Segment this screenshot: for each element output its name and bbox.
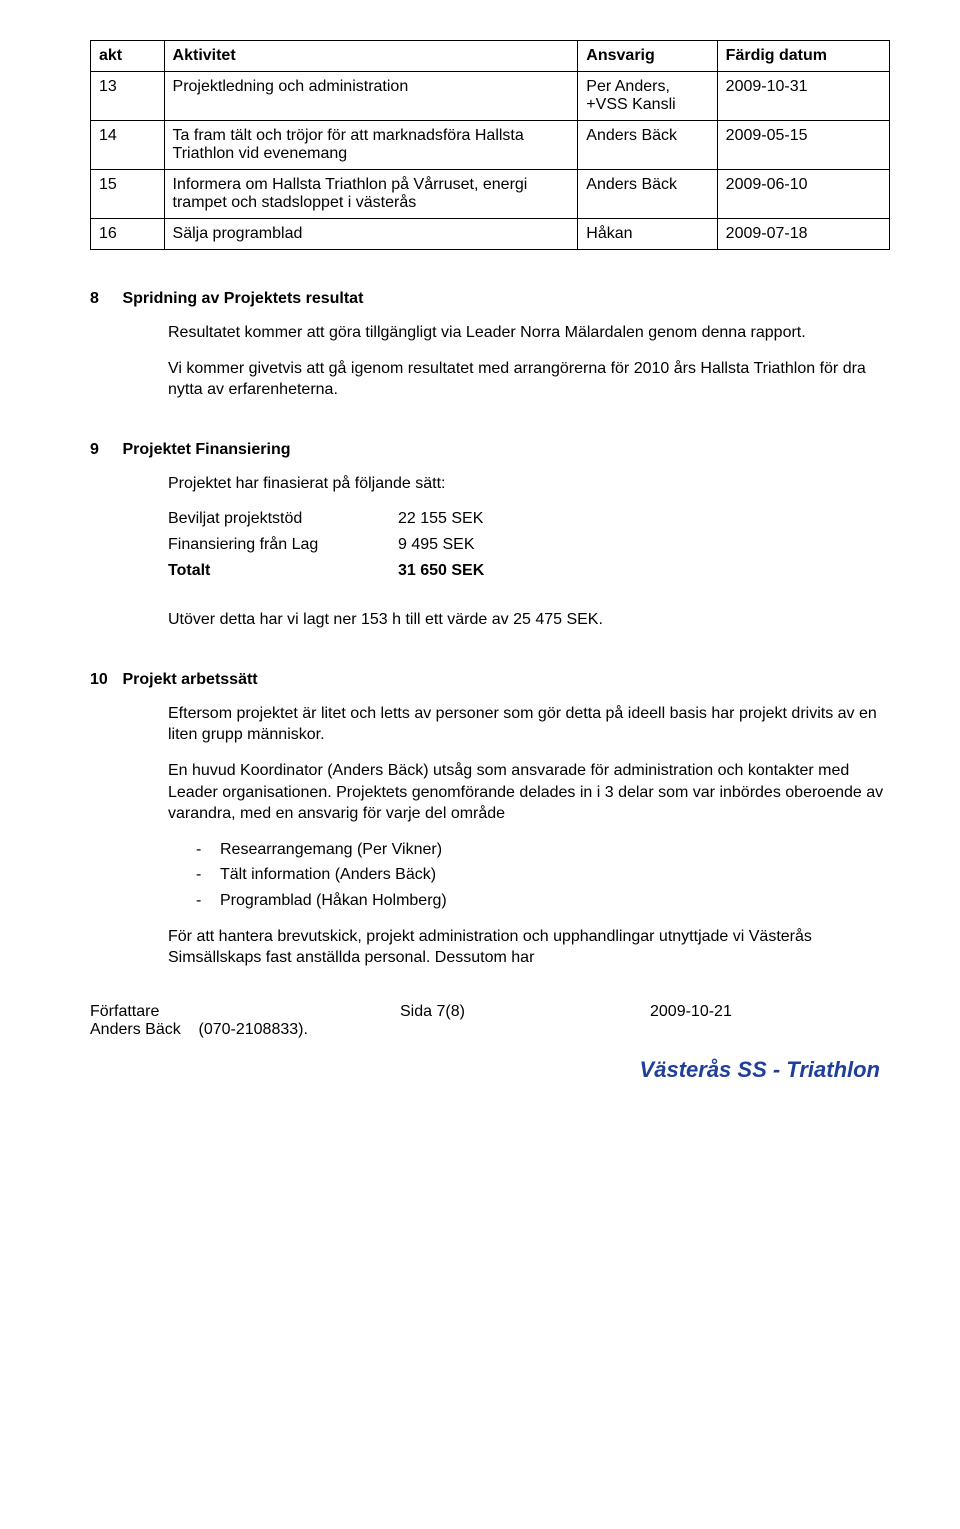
section-9-title: Projektet Finansiering	[122, 441, 290, 458]
section-10-body: Eftersom projektet är litet och letts av…	[168, 703, 890, 969]
bullet-item: - Researrangemang (Per Vikner)	[196, 839, 890, 861]
cell-activity: Sälja programblad	[164, 219, 578, 250]
cell-activity: Projektledning och administration	[164, 72, 578, 121]
cell-ansvarig: Anders Bäck	[578, 170, 717, 219]
dash-icon: -	[196, 890, 220, 912]
dash-icon: -	[196, 864, 220, 886]
section-8-number: 8	[90, 290, 118, 308]
finance-row: Beviljat projektstöd 22 155 SEK	[168, 508, 890, 530]
cell-akt: 14	[91, 121, 165, 170]
footer-brand: Västerås SS - Triathlon	[90, 1057, 890, 1083]
finance-label: Finansiering från Lag	[168, 534, 398, 556]
cell-ansvarig: Anders Bäck	[578, 121, 717, 170]
th-ansvarig: Ansvarig	[578, 41, 717, 72]
finance-value: 22 155 SEK	[398, 508, 483, 530]
cell-ansvarig: Håkan	[578, 219, 717, 250]
footer-author-name: Anders Bäck	[90, 1021, 181, 1038]
bullet-text: Tält information (Anders Bäck)	[220, 864, 890, 886]
section-10-number: 10	[90, 671, 118, 689]
cell-activity: Informera om Hallsta Triathlon på Vårrus…	[164, 170, 578, 219]
th-activity: Aktivitet	[164, 41, 578, 72]
footer-page-number: Sida 7(8)	[400, 1003, 650, 1039]
footer-author-label: Författare	[90, 1003, 400, 1021]
table-row: 16 Sälja programblad Håkan 2009-07-18	[91, 219, 890, 250]
table-row: 13 Projektledning och administration Per…	[91, 72, 890, 121]
section-10-p3: För att hantera brevutskick, projekt adm…	[168, 926, 890, 969]
footer-author-block: Författare Anders Bäck (070-2108833).	[90, 1003, 400, 1039]
bullet-item: - Programblad (Håkan Holmberg)	[196, 890, 890, 912]
section-8-p2: Vi kommer givetvis att gå igenom resulta…	[168, 358, 890, 401]
table-row: 15 Informera om Hallsta Triathlon på Vår…	[91, 170, 890, 219]
cell-akt: 16	[91, 219, 165, 250]
th-akt: akt	[91, 41, 165, 72]
section-9-number: 9	[90, 441, 118, 459]
th-date: Färdig datum	[717, 41, 889, 72]
cell-date: 2009-07-18	[717, 219, 889, 250]
footer-author-phone: (070-2108833).	[199, 1021, 308, 1038]
section-9-after: Utöver detta har vi lagt ner 153 h till …	[168, 609, 890, 631]
section-10-heading: 10 Projekt arbetssätt	[90, 671, 890, 689]
section-10-p1: Eftersom projektet är litet och letts av…	[168, 703, 890, 746]
section-10-title: Projekt arbetssätt	[122, 671, 257, 688]
bullet-text: Programblad (Håkan Holmberg)	[220, 890, 890, 912]
activity-table: akt Aktivitet Ansvarig Färdig datum 13 P…	[90, 40, 890, 250]
dash-icon: -	[196, 839, 220, 861]
table-row: 14 Ta fram tält och tröjor för att markn…	[91, 121, 890, 170]
cell-ansvarig: Per Anders, +VSS Kansli	[578, 72, 717, 121]
page-footer: Författare Anders Bäck (070-2108833). Si…	[90, 1003, 890, 1039]
document-page: akt Aktivitet Ansvarig Färdig datum 13 P…	[0, 0, 960, 1123]
finance-total-value: 31 650 SEK	[398, 560, 484, 582]
cell-date: 2009-05-15	[717, 121, 889, 170]
section-8-heading: 8 Spridning av Projektets resultat	[90, 290, 890, 308]
section-9-heading: 9 Projektet Finansiering	[90, 441, 890, 459]
section-9-intro: Projektet har finasierat på följande sät…	[168, 473, 890, 495]
finance-total-label: Totalt	[168, 560, 398, 582]
section-8-p1: Resultatet kommer att göra tillgängligt …	[168, 322, 890, 344]
cell-date: 2009-06-10	[717, 170, 889, 219]
footer-date: 2009-10-21	[650, 1003, 890, 1039]
section-8-title: Spridning av Projektets resultat	[122, 290, 363, 307]
section-10-p2: En huvud Koordinator (Anders Bäck) utsåg…	[168, 760, 890, 825]
table-header-row: akt Aktivitet Ansvarig Färdig datum	[91, 41, 890, 72]
cell-akt: 15	[91, 170, 165, 219]
section-9-body: Projektet har finasierat på följande sät…	[168, 473, 890, 631]
finance-row: Finansiering från Lag 9 495 SEK	[168, 534, 890, 556]
finance-value: 9 495 SEK	[398, 534, 475, 556]
cell-akt: 13	[91, 72, 165, 121]
bullet-item: - Tält information (Anders Bäck)	[196, 864, 890, 886]
section-8-body: Resultatet kommer att göra tillgängligt …	[168, 322, 890, 401]
cell-activity: Ta fram tält och tröjor för att marknads…	[164, 121, 578, 170]
bullet-text: Researrangemang (Per Vikner)	[220, 839, 890, 861]
finance-label: Beviljat projektstöd	[168, 508, 398, 530]
cell-date: 2009-10-31	[717, 72, 889, 121]
finance-total-row: Totalt 31 650 SEK	[168, 560, 890, 582]
